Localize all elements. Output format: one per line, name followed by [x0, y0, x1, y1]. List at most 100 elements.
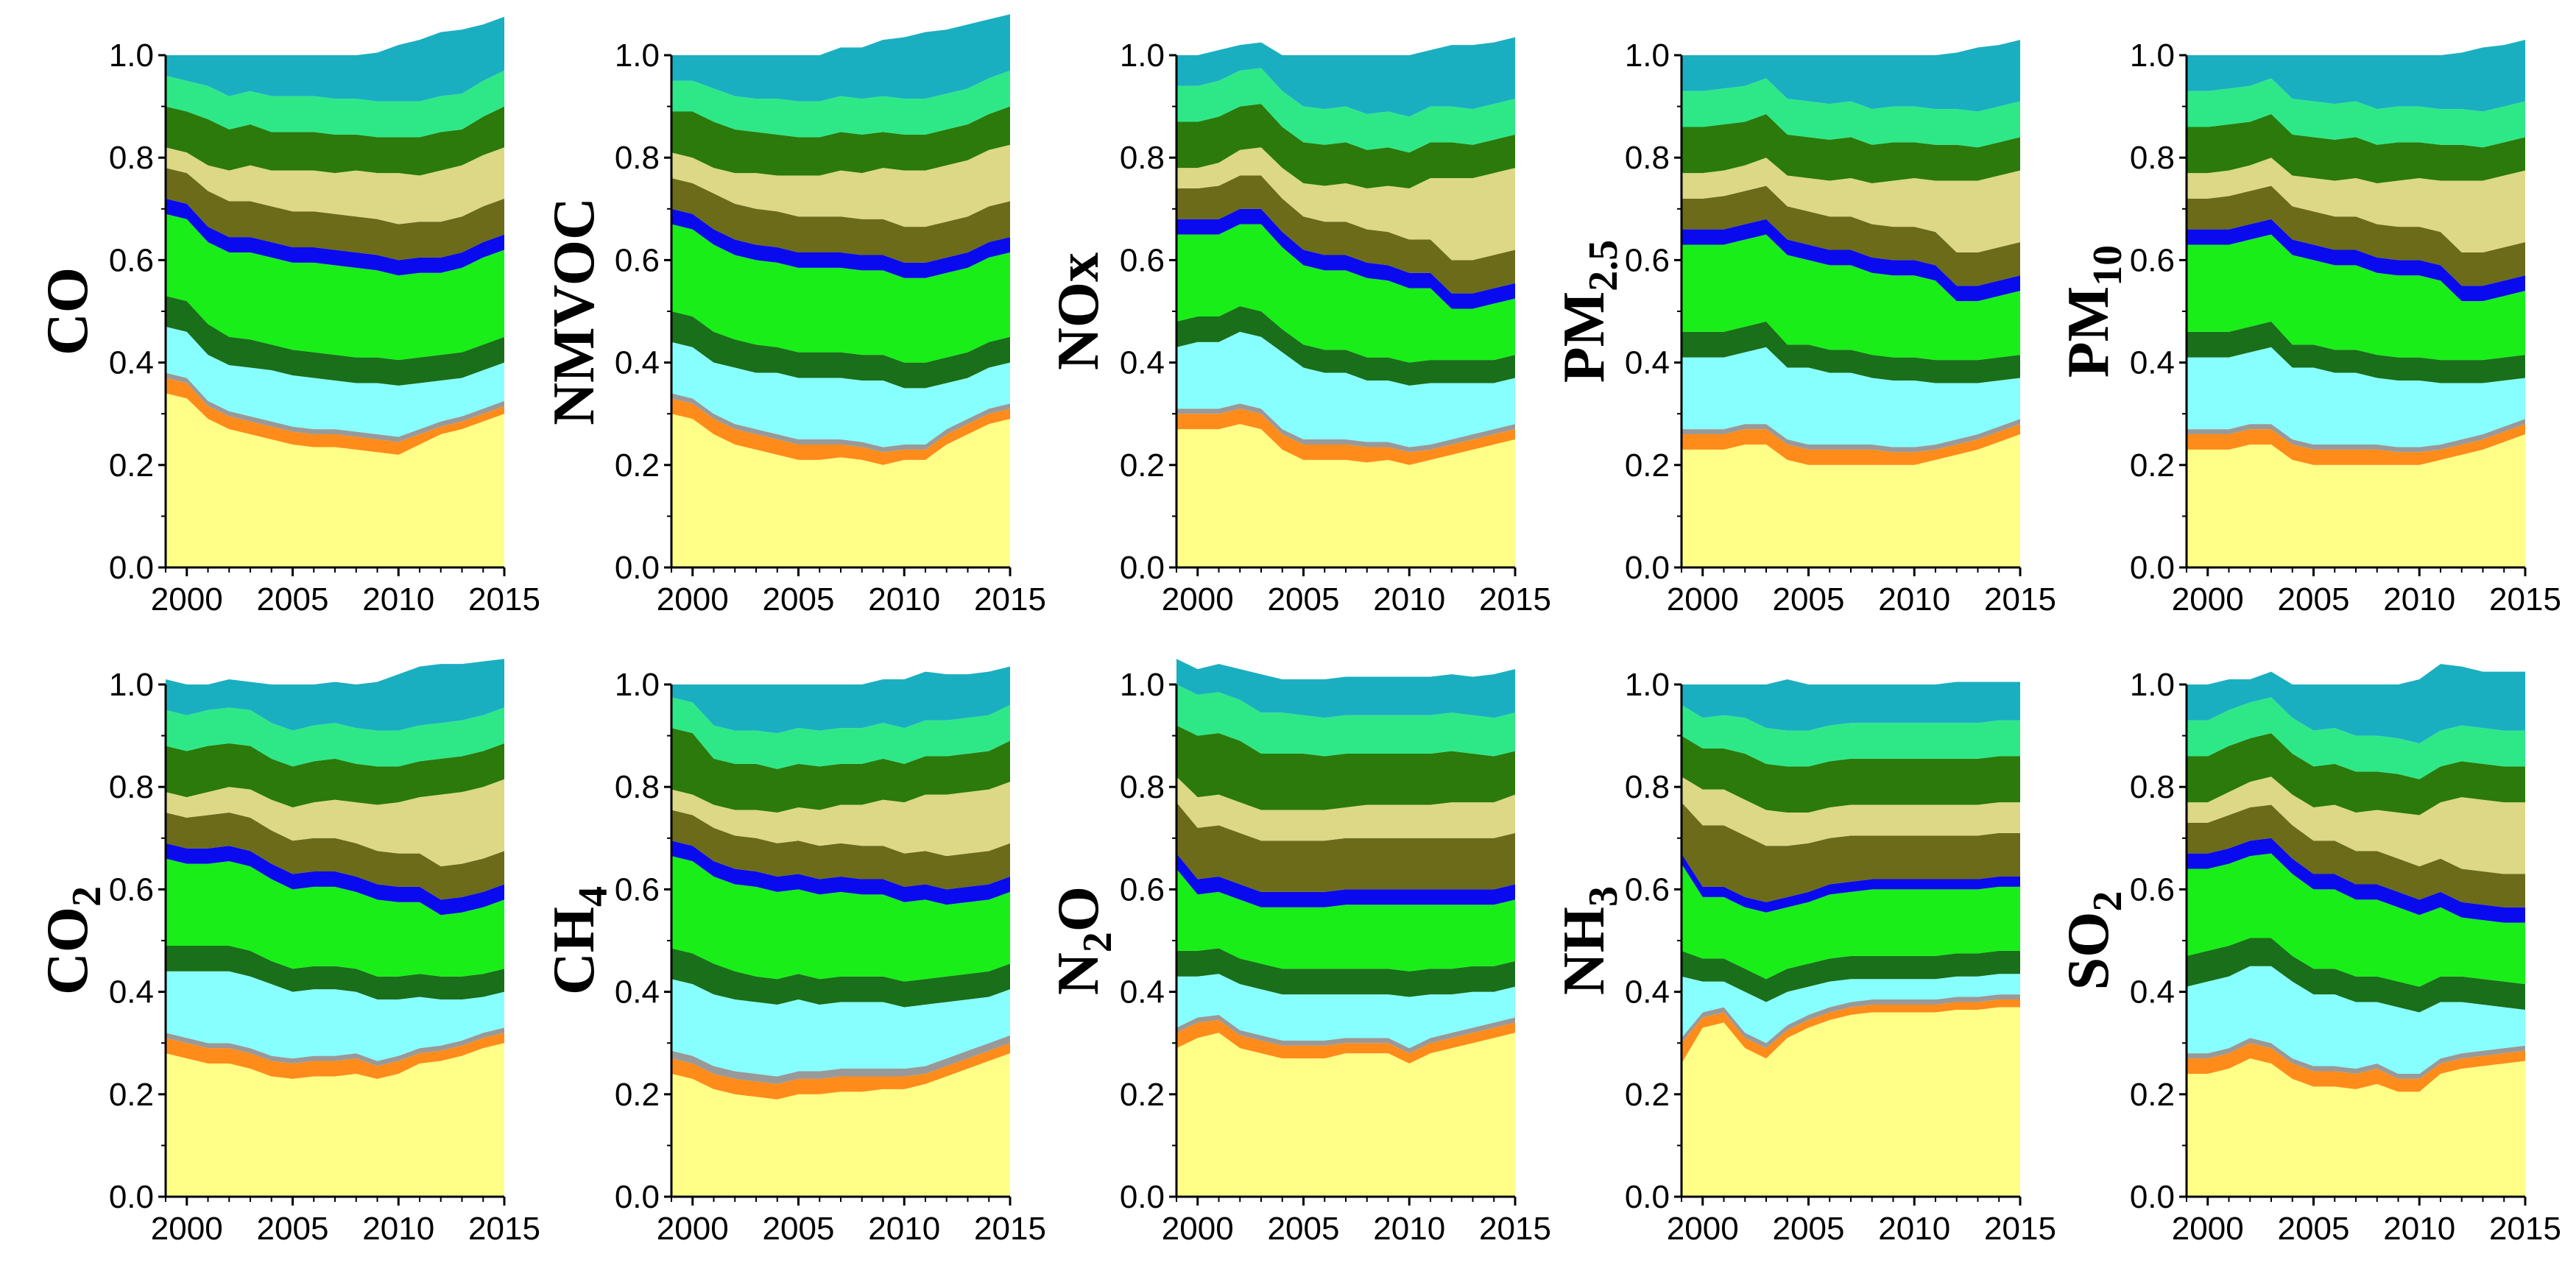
- y-tick-label: 0.4: [2130, 974, 2175, 1011]
- area-band: [2187, 347, 2525, 447]
- x-tick-label: 2010: [1373, 1211, 1445, 1247]
- area-band: [2187, 234, 2525, 361]
- pollutant-label-main: NMVOC: [542, 197, 607, 425]
- area-band: [1682, 78, 2020, 148]
- pollutant-label-main: CO: [35, 907, 100, 995]
- area-band: [1682, 234, 2020, 361]
- area-band: [2187, 1043, 2525, 1092]
- area-band: [671, 70, 1010, 138]
- area-band: [1682, 1007, 2020, 1197]
- pollutant-label: CH4: [542, 886, 616, 995]
- area-band: [1682, 974, 2020, 1044]
- area-band: [671, 728, 1010, 813]
- area-band: [1176, 802, 1515, 892]
- y-tick-label: 0.0: [1120, 1179, 1165, 1215]
- y-tick-label: 0.2: [615, 1077, 660, 1113]
- y-tick-label: 0.8: [2130, 140, 2175, 176]
- area-band: [671, 393, 1010, 453]
- area-band: [1176, 175, 1515, 294]
- area-band: [166, 1027, 504, 1066]
- area-band: [1682, 776, 2020, 846]
- x-tick-label: 2005: [257, 581, 329, 617]
- x-tick-label: 2010: [362, 581, 434, 617]
- area-band: [1682, 679, 2020, 731]
- y-tick-label: 0.6: [1625, 242, 1670, 278]
- y-tick-label: 0.6: [1625, 871, 1670, 907]
- x-tick-label: 2015: [2489, 581, 2561, 617]
- pollutant-label: CO: [35, 267, 100, 355]
- y-tick-label: 1.0: [2130, 667, 2175, 703]
- area-band: [2187, 1038, 2525, 1079]
- y-tick-label: 0.4: [615, 974, 660, 1011]
- x-tick-label: 2000: [657, 1211, 729, 1247]
- y-tick-label: 0.6: [1120, 242, 1165, 278]
- area-band: [166, 659, 504, 731]
- area-band: [2187, 219, 2525, 302]
- x-tick-label: 2010: [2383, 1211, 2455, 1247]
- area-band: [166, 198, 504, 276]
- area-band: [2187, 838, 2525, 923]
- y-tick-label: 0.0: [109, 1179, 154, 1215]
- area-band: [1682, 434, 2020, 567]
- area-band: [166, 707, 504, 767]
- area-band: [166, 858, 504, 977]
- area-band: [671, 208, 1010, 278]
- y-tick-label: 0.2: [2130, 447, 2175, 484]
- y-tick-label: 1.0: [1625, 667, 1670, 703]
- x-tick-label: 2010: [1373, 581, 1445, 617]
- pollutant-label-main: PM: [1552, 291, 1617, 383]
- y-tick-label: 0.0: [1120, 550, 1165, 586]
- area-band: [671, 1035, 1010, 1084]
- y-tick-label: 0.6: [615, 871, 660, 907]
- area-band: [1682, 704, 2020, 767]
- area-band: [2187, 40, 2525, 112]
- pollutant-label: CO2: [35, 886, 110, 995]
- x-tick-label: 2010: [362, 1211, 434, 1247]
- y-tick-label: 0.8: [1120, 769, 1165, 805]
- area-band: [166, 378, 504, 455]
- y-tick-label: 0.8: [615, 140, 660, 176]
- pollutant-label-subscript: 10: [2085, 245, 2131, 286]
- area-band: [166, 147, 504, 224]
- x-tick-label: 2000: [151, 1211, 223, 1247]
- area-band: [671, 341, 1010, 447]
- area-band: [671, 979, 1010, 1077]
- x-tick-label: 2005: [1268, 581, 1340, 617]
- pollutant-label-subscript: 2: [2085, 891, 2131, 912]
- area-band: [2187, 158, 2525, 252]
- area-band: [1682, 735, 2020, 813]
- area-band: [1682, 424, 2020, 465]
- y-tick-label: 0.4: [1625, 974, 1670, 1011]
- y-tick-label: 0.8: [109, 769, 154, 805]
- area-band: [671, 14, 1010, 102]
- area-band: [166, 296, 504, 386]
- y-tick-label: 0.2: [1120, 447, 1165, 484]
- area-band: [166, 70, 504, 138]
- area-band: [1682, 347, 2020, 447]
- area-band: [1176, 104, 1515, 188]
- y-tick-label: 0.0: [2130, 550, 2175, 586]
- y-tick-label: 0.2: [1120, 1077, 1165, 1113]
- area-band: [2187, 434, 2525, 567]
- area-band: [1682, 802, 2020, 902]
- area-band: [671, 178, 1010, 263]
- area-band: [671, 782, 1010, 857]
- area-band: [1682, 114, 2020, 183]
- area-band: [1176, 37, 1515, 117]
- area-band: [671, 697, 1010, 769]
- y-tick-label: 0.6: [109, 871, 154, 907]
- x-tick-label: 2010: [868, 581, 940, 617]
- x-tick-label: 2000: [1667, 581, 1739, 617]
- pollutant-label: NOx: [1046, 252, 1111, 370]
- y-tick-label: 0.8: [1625, 769, 1670, 805]
- area-band: [1176, 306, 1515, 386]
- pollutant-label-main: N: [1046, 952, 1111, 995]
- pollutant-label-main: NH: [1552, 907, 1617, 995]
- y-tick-label: 0.8: [2130, 769, 2175, 805]
- area-band: [2187, 776, 2525, 874]
- area-band: [1682, 158, 2020, 252]
